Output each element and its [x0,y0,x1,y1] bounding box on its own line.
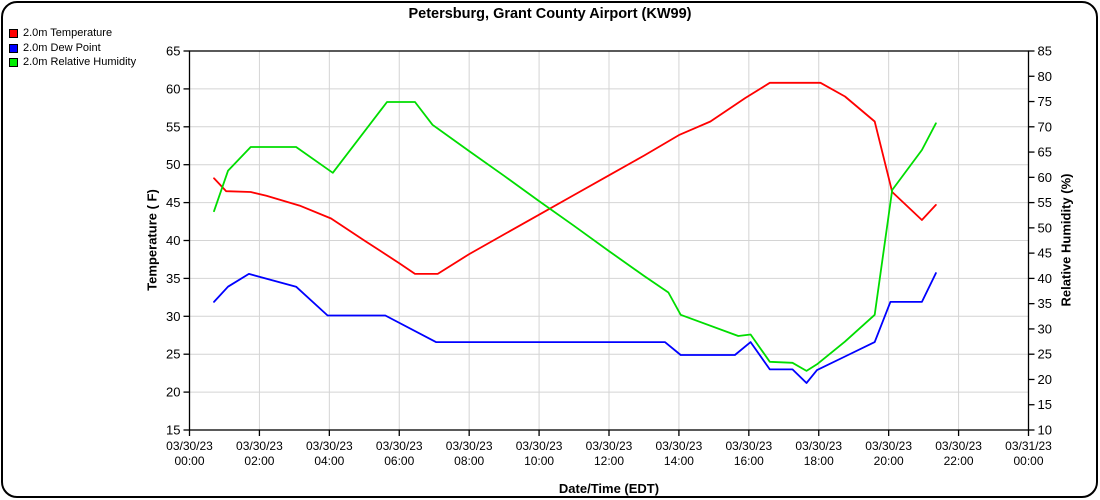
x-tick-time: 14:00 [664,454,694,468]
legend-swatch-icon [9,58,18,67]
right-tick-label: 85 [1038,44,1052,59]
left-tick-label: 30 [166,309,180,324]
right-tick-label: 75 [1038,94,1052,109]
x-tick-date: 03/30/23 [306,439,353,453]
right-tick-label: 60 [1038,170,1052,185]
x-tick-time: 00:00 [174,454,204,468]
x-tick-time: 10:00 [524,454,554,468]
right-tick-label: 70 [1038,119,1052,134]
legend-item: 2.0m Relative Humidity [9,57,136,68]
legend-label: 2.0m Dew Point [23,41,101,54]
x-tick-date: 03/30/23 [865,439,912,453]
legend-item: 2.0m Dew Point [9,41,136,54]
right-tick-label: 25 [1038,347,1052,362]
x-tick-time: 08:00 [454,454,484,468]
x-tick-time: 02:00 [244,454,274,468]
legend: 2.0m Temperature 2.0m Dew Point 2.0m Relat… [9,28,136,68]
right-tick-label: 30 [1038,321,1052,336]
series-line-temperature [213,81,937,275]
legend-swatch-icon [9,29,18,38]
x-tick-time: 06:00 [384,454,414,468]
x-tick-time: 16:00 [734,454,764,468]
series-line-humidity [213,101,937,372]
x-tick-date: 03/30/23 [656,439,703,453]
right-tick-label: 35 [1038,296,1052,311]
x-axis-label: Date/Time (EDT) [558,481,660,496]
x-tick-time: 00:00 [1013,454,1043,468]
right-tick-label: 20 [1038,372,1052,387]
left-tick-label: 65 [166,44,180,59]
x-tick-date: 03/31/23 [1005,439,1052,453]
left-tick-label: 40 [166,233,180,248]
left-tick-label: 15 [166,423,180,438]
x-tick-date: 03/30/23 [586,439,633,453]
x-tick-time: 04:00 [314,454,344,468]
left-tick-label: 60 [166,81,180,96]
x-tick-date: 03/30/23 [516,439,563,453]
left-tick-label: 35 [166,271,180,286]
left-tick-label: 50 [166,157,180,172]
x-tick-date: 03/30/23 [376,439,423,453]
x-tick-date: 03/30/23 [446,439,493,453]
right-tick-label: 40 [1038,271,1052,286]
legend-item: 2.0m Temperature [9,28,136,39]
left-tick-label: 45 [166,195,180,210]
left-tick-label: 20 [166,385,180,400]
x-tick-time: 20:00 [874,454,904,468]
x-tick-date: 03/30/23 [236,439,283,453]
x-tick-date: 03/30/23 [166,439,213,453]
right-tick-label: 80 [1038,69,1052,84]
series-line-dewpoint [213,272,937,384]
right-tick-label: 50 [1038,220,1052,235]
right-tick-label: 45 [1038,246,1052,261]
chart-title: Petersburg, Grant County Airport (KW99) [408,6,692,22]
right-tick-label: 10 [1038,423,1052,438]
legend-label: 2.0m Relative Humidity [23,56,137,68]
x-tick-time: 18:00 [804,454,834,468]
right-tick-label: 15 [1038,397,1052,412]
left-tick-label: 55 [166,119,180,134]
x-tick-time: 22:00 [944,454,974,468]
right-tick-label: 55 [1038,195,1052,210]
x-tick-date: 03/30/23 [935,439,982,453]
left-tick-label: 25 [166,347,180,362]
right-tick-label: 65 [1038,145,1052,160]
legend-label: 2.0m Temperature [23,27,113,39]
legend-swatch-icon [9,43,18,53]
x-tick-time: 12:00 [594,454,624,468]
x-tick-date: 03/30/23 [725,439,772,453]
x-tick-date: 03/30/23 [795,439,842,453]
